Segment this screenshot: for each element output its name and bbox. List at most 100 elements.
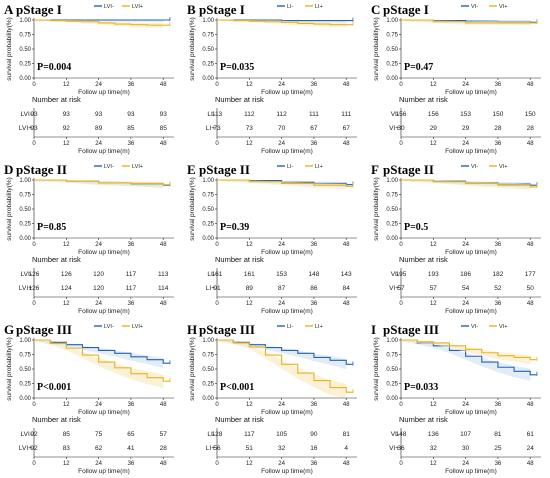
x-tick-label: 0 [399, 402, 403, 408]
risk-table-title: Number at risk [215, 255, 264, 264]
risk-x-tick-label: 48 [527, 301, 534, 307]
risk-count: 62 [95, 445, 103, 452]
risk-count: 61 [527, 431, 535, 438]
risk-count: 16 [310, 445, 318, 452]
y-tick-label: 0.25 [202, 62, 214, 68]
y-tick-label: 0.00 [386, 396, 398, 402]
p-value: P=0.85 [37, 222, 66, 233]
survival-curve-LI+ [217, 19, 353, 26]
risk-count: 25 [494, 445, 502, 452]
risk-x-tick-label: 24 [462, 141, 469, 147]
risk-count: 85 [63, 431, 71, 438]
risk-x-tick-label: 0 [32, 141, 36, 147]
risk-count: 81 [494, 431, 502, 438]
risk-count: 83 [63, 445, 71, 452]
panel-letter: I [371, 322, 376, 337]
risk-count: 117 [126, 285, 137, 292]
panel-letter: H [187, 322, 197, 337]
x-tick-label: 0 [215, 402, 219, 408]
risk-x-tick-label: 0 [215, 141, 219, 147]
risk-table-title: Number at risk [215, 95, 264, 104]
risk-count: 81 [343, 431, 351, 438]
y-tick-label: 0.00 [386, 236, 398, 242]
x-tick-label: 12 [246, 402, 253, 408]
risk-x-tick-label: 48 [343, 301, 350, 307]
p-value: P=0.033 [404, 382, 438, 393]
risk-count: 28 [527, 125, 535, 132]
ci-band-LVI+ [34, 20, 164, 28]
y-tick-label: 0.25 [386, 62, 398, 68]
p-value: P<0.001 [220, 382, 254, 393]
x-tick-label: 36 [311, 82, 318, 88]
p-value: P=0.004 [37, 62, 71, 73]
risk-count: 85 [127, 125, 135, 132]
x-axis-label: Follow up time(m) [78, 409, 130, 416]
ci-band-VI+ [401, 180, 531, 190]
risk-x-tick-label: 0 [32, 461, 36, 467]
risk-count: 84 [343, 285, 351, 292]
risk-count: 29 [430, 125, 438, 132]
survival-curve-VI+ [401, 179, 537, 188]
risk-count: 57 [160, 431, 168, 438]
legend-label: LI- [287, 164, 294, 170]
risk-x-tick-label: 0 [399, 141, 403, 147]
risk-count: 153 [460, 111, 471, 118]
risk-x-tick-label: 0 [215, 461, 219, 467]
panel-letter: E [187, 162, 196, 177]
survival-curve-LI+ [217, 339, 353, 393]
y-tick-label: 1.00 [202, 338, 214, 344]
risk-count: 153 [276, 271, 287, 278]
stage-title: pStage II [199, 162, 250, 177]
risk-table-title: Number at risk [399, 255, 448, 264]
risk-x-tick-label: 0 [215, 301, 219, 307]
risk-count: 29 [462, 125, 470, 132]
risk-x-tick-label: 12 [246, 141, 253, 147]
y-tick-label: 1.00 [386, 18, 398, 24]
ci-band-LI+ [217, 180, 347, 190]
y-tick-label: 0.25 [386, 222, 398, 228]
risk-x-tick-label: 24 [278, 461, 285, 467]
x-axis-label: Follow up time(m) [445, 89, 497, 96]
risk-count: 112 [244, 111, 255, 118]
panel-letter: D [4, 162, 13, 177]
x-tick-label: 12 [430, 242, 437, 248]
y-tick-label: 0.50 [386, 207, 398, 213]
x-tick-label: 0 [215, 82, 219, 88]
risk-count: 136 [428, 431, 439, 438]
risk-count: 54 [462, 285, 470, 292]
risk-x-axis-label: Follow up time(m) [261, 308, 313, 315]
y-tick-label: 0.00 [19, 76, 31, 82]
survival-curve-VI+ [401, 339, 537, 361]
y-axis-label: survival probability(%) [6, 177, 13, 241]
risk-x-axis-label: Follow up time(m) [445, 148, 497, 155]
risk-x-tick-label: 36 [495, 461, 502, 467]
y-tick-label: 0.50 [386, 367, 398, 373]
y-tick-label: 0.50 [19, 47, 31, 53]
risk-count: 182 [492, 271, 503, 278]
risk-count: 28 [494, 125, 502, 132]
y-axis-label: survival probability(%) [189, 337, 196, 401]
risk-row-label: LVI+ [19, 125, 32, 132]
risk-count: 28 [160, 445, 168, 452]
p-value: P=0.035 [220, 62, 254, 73]
y-tick-label: 1.00 [202, 18, 214, 24]
risk-x-axis-label: Follow up time(m) [78, 308, 130, 315]
risk-row-label: VI- [391, 431, 399, 438]
risk-x-tick-label: 24 [95, 301, 102, 307]
risk-table-title: Number at risk [215, 415, 264, 424]
risk-x-axis-label: Follow up time(m) [261, 148, 313, 155]
risk-count: 89 [246, 285, 254, 292]
risk-count: 148 [308, 271, 319, 278]
x-tick-label: 0 [32, 82, 36, 88]
stage-title: pStage II [16, 162, 67, 177]
y-tick-label: 0.25 [19, 62, 31, 68]
risk-x-tick-label: 24 [95, 141, 102, 147]
x-tick-label: 48 [160, 82, 167, 88]
risk-row-label: LI- [207, 111, 215, 118]
stage-title: pStage I [199, 2, 245, 17]
risk-x-tick-label: 36 [495, 141, 502, 147]
y-axis-label: survival probability(%) [373, 177, 380, 241]
survival-curve-LVI+ [34, 179, 170, 186]
